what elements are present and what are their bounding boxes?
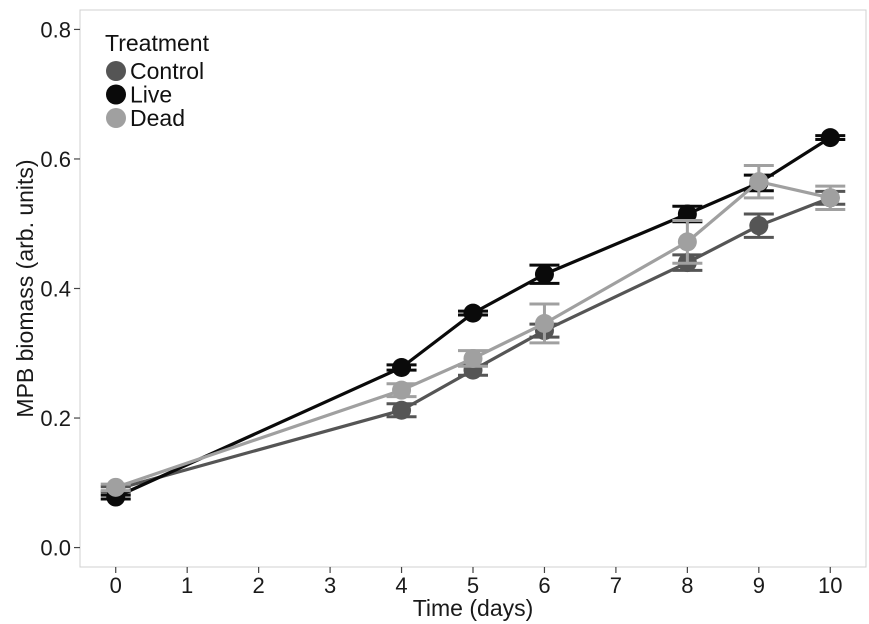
y-axis-title: MPB biomass (arb. units) xyxy=(12,159,38,417)
legend-label: Dead xyxy=(130,105,185,131)
x-axis-title: Time (days) xyxy=(413,595,534,621)
x-tick-label: 3 xyxy=(324,573,336,598)
legend-item-dead: Dead xyxy=(106,105,185,131)
data-point xyxy=(820,188,840,208)
data-point xyxy=(392,400,412,420)
y-tick-label: 0.4 xyxy=(40,277,71,302)
data-point xyxy=(463,348,483,368)
y-tick-label: 0.0 xyxy=(40,536,71,561)
y-tick-label: 0.8 xyxy=(40,17,71,42)
legend-title: Treatment xyxy=(105,30,210,56)
x-tick-label: 9 xyxy=(753,573,765,598)
data-point xyxy=(106,477,126,497)
data-point xyxy=(749,216,769,236)
x-axis: 0 1 2 3 4 5 6 7 8 9 10 xyxy=(110,567,843,598)
data-point xyxy=(677,232,697,252)
legend-item-control: Control xyxy=(106,58,204,84)
data-point xyxy=(749,172,769,192)
data-point xyxy=(463,303,483,323)
data-point xyxy=(820,128,840,148)
data-point xyxy=(534,264,554,284)
x-tick-label: 2 xyxy=(253,573,265,598)
x-tick-label: 7 xyxy=(610,573,622,598)
x-tick-label: 5 xyxy=(467,573,479,598)
x-tick-label: 1 xyxy=(181,573,193,598)
series-layer xyxy=(100,128,846,507)
legend-label: Control xyxy=(130,58,204,84)
legend-swatch xyxy=(106,108,126,128)
x-tick-label: 10 xyxy=(818,573,842,598)
y-axis: 0.0 0.2 0.4 0.6 0.8 xyxy=(40,17,80,561)
x-tick-label: 0 xyxy=(110,573,122,598)
y-tick-label: 0.2 xyxy=(40,406,71,431)
data-point xyxy=(677,204,697,224)
data-point xyxy=(392,380,412,400)
x-tick-label: 6 xyxy=(538,573,550,598)
y-tick-label: 0.6 xyxy=(40,147,71,172)
data-point xyxy=(392,358,412,378)
x-tick-label: 4 xyxy=(395,573,407,598)
x-tick-label: 8 xyxy=(681,573,693,598)
data-point xyxy=(534,313,554,333)
legend-swatch xyxy=(106,84,126,105)
legend-label: Live xyxy=(130,82,172,108)
legend-item-live: Live xyxy=(106,82,172,108)
legend-swatch xyxy=(106,61,126,81)
plot-panel xyxy=(79,9,867,568)
series-dead xyxy=(100,163,846,497)
